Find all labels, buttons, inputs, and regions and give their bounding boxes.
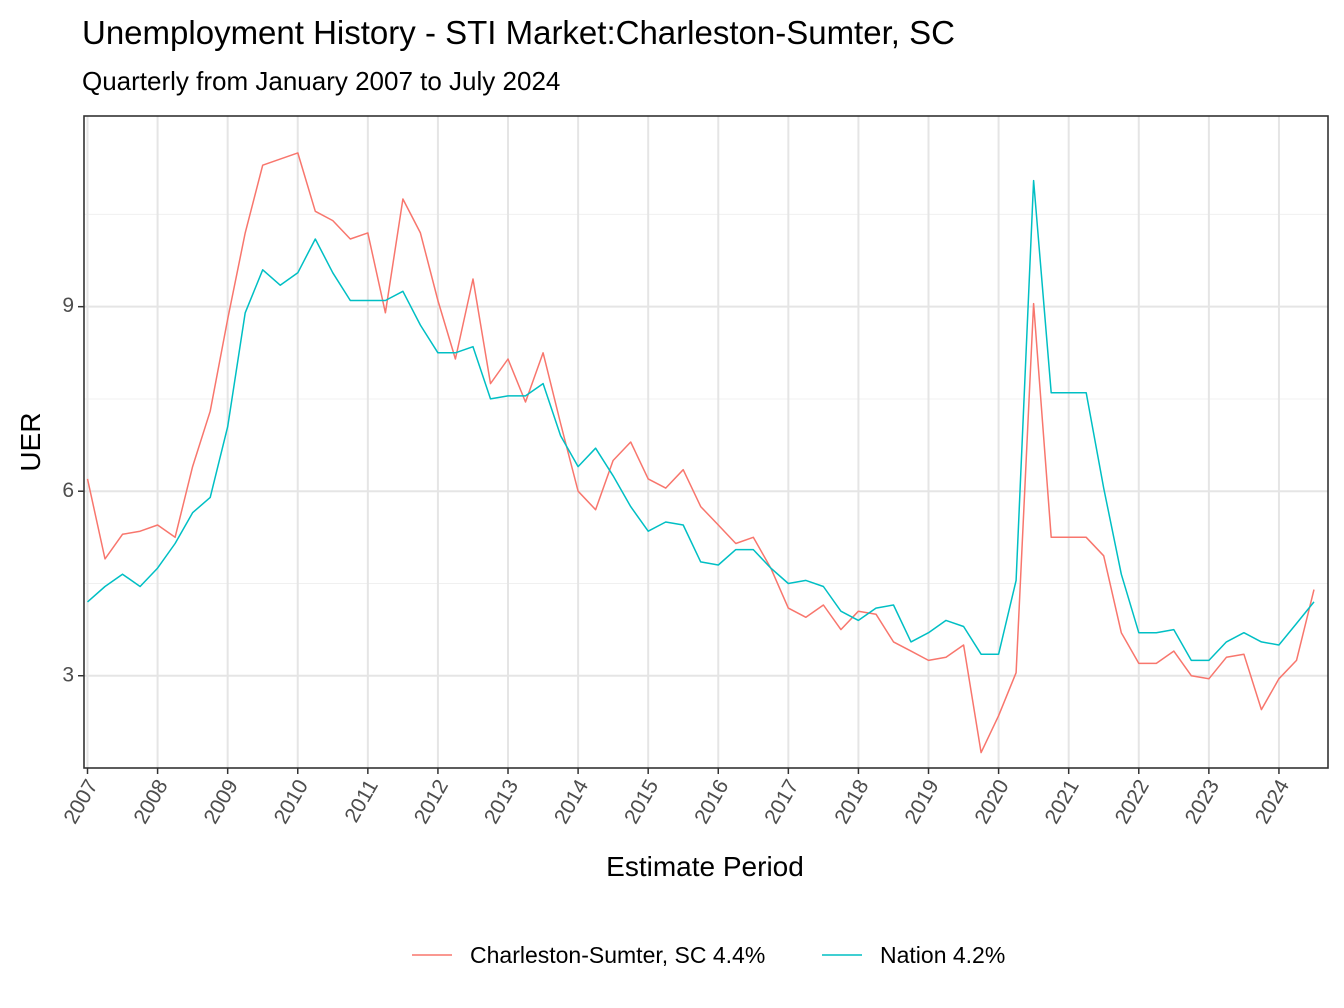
- x-tick-label: 2009: [200, 776, 243, 828]
- x-tick-label: 2022: [1111, 776, 1154, 828]
- plot-background: [84, 116, 1328, 768]
- x-tick-label: 2021: [1041, 776, 1084, 828]
- x-tick-label: 2017: [760, 776, 803, 828]
- plot-border: [83, 115, 1329, 769]
- x-tick-label: 2013: [480, 776, 523, 828]
- chart-subtitle: Quarterly from January 2007 to July 2024: [82, 66, 560, 96]
- x-tick-label: 2020: [970, 776, 1013, 828]
- series-line-1: [87, 179, 1315, 662]
- y-axis: 3 6 9: [62, 294, 84, 686]
- x-tick-label: 2018: [830, 776, 873, 828]
- x-axis: 2007 2008 2009 2010 2011 2012 2013 2014 2015 2016…: [59, 768, 1294, 828]
- x-tick-label: 2012: [410, 776, 453, 828]
- legend-label-nation: Nation 4.2%: [880, 942, 1005, 968]
- y-axis-title: UER: [15, 412, 46, 471]
- chart-title: Unemployment History - STI Market:Charle…: [82, 14, 955, 51]
- x-tick-label: 2007: [59, 776, 102, 828]
- x-tick-label: 2016: [690, 776, 733, 828]
- x-tick-label: 2011: [340, 776, 383, 827]
- grid-layer: [84, 116, 1328, 768]
- x-tick-label: 2010: [270, 776, 313, 828]
- x-tick-label: 2024: [1251, 775, 1294, 827]
- y-tick-label: 6: [62, 479, 74, 502]
- x-tick-label: 2014: [550, 775, 593, 827]
- legend: Charleston-Sumter, SC 4.4% Nation 4.2%: [412, 942, 1005, 968]
- x-tick-label: 2008: [129, 776, 172, 828]
- x-axis-title: Estimate Period: [606, 851, 804, 882]
- x-tick-label: 2019: [900, 776, 943, 828]
- legend-label-charleston: Charleston-Sumter, SC 4.4%: [470, 942, 765, 968]
- x-tick-label: 2023: [1181, 776, 1224, 828]
- series-line-0: [86, 152, 1315, 754]
- y-tick-label: 9: [62, 294, 74, 317]
- series-layer: [86, 152, 1315, 754]
- y-tick-label: 3: [62, 663, 74, 686]
- x-tick-label: 2015: [620, 776, 663, 828]
